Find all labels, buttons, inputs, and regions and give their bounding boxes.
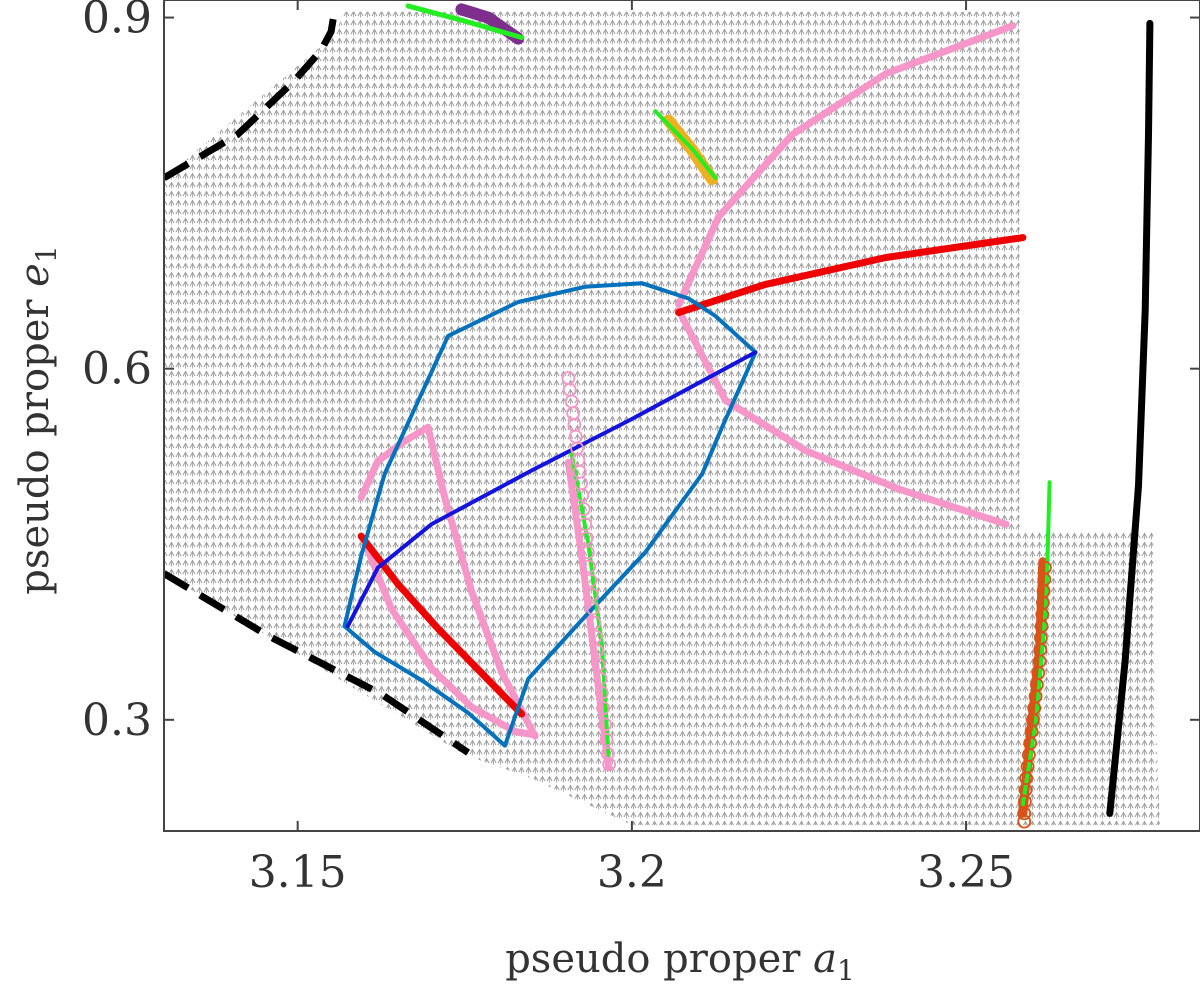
series-line-0 xyxy=(164,11,338,181)
marker-0-point-17 xyxy=(584,587,599,602)
y-axis-label: pseudo proper e1 xyxy=(12,245,63,594)
marker-0-point-21 xyxy=(590,643,604,658)
series-line-3 xyxy=(675,22,1017,308)
tick-layer: 3.15 3.2 3.25 0.3 0.6 0.9 xyxy=(82,0,1200,898)
marker-0-point-24 xyxy=(594,686,609,700)
series-line-8 xyxy=(675,234,1027,316)
marker-0-point-10 xyxy=(575,488,590,503)
series-line-1 xyxy=(164,570,471,756)
series-line-11 xyxy=(345,350,758,629)
plot-area xyxy=(164,3,1160,829)
marker-1-point-22 xyxy=(1017,814,1032,829)
marker-0-point-12 xyxy=(578,517,592,532)
direction-field xyxy=(164,11,1160,826)
x-axis-label-subscript: 1 xyxy=(837,954,855,984)
marker-0-point-18 xyxy=(586,601,600,616)
marker-0-point-22 xyxy=(591,657,606,672)
marker-0-point-16 xyxy=(583,573,598,588)
marker-layer xyxy=(561,371,1052,829)
x-tick-label-0: 3.15 xyxy=(249,847,347,898)
marker-0-point-23 xyxy=(593,671,608,686)
marker-0-point-14 xyxy=(580,545,595,560)
series-layer xyxy=(164,3,1154,818)
marker-0-point-28 xyxy=(600,746,615,761)
series-line-2 xyxy=(1106,19,1154,817)
marker-1-point-21 xyxy=(1017,806,1032,821)
series-line-9 xyxy=(357,532,526,718)
marker-0-point-29 xyxy=(602,757,616,772)
marker-0-point-25 xyxy=(596,701,610,715)
series-line-15 xyxy=(405,3,525,40)
series-line-5 xyxy=(357,423,539,740)
marker-0-point-20 xyxy=(588,629,603,644)
series-line-4 xyxy=(675,306,1010,528)
marker-0-point-13 xyxy=(579,531,594,546)
marker-0-point-27 xyxy=(599,732,614,747)
x-axis-label-prefix: pseudo proper xyxy=(505,936,813,982)
x-tick-label-2: 3.25 xyxy=(917,847,1015,898)
marker-0-point-26 xyxy=(598,717,612,732)
marker-0-point-11 xyxy=(576,502,591,517)
y-tick-label-0: 0.3 xyxy=(82,695,152,746)
series-line-16 xyxy=(653,109,718,180)
series-line-17 xyxy=(569,452,611,757)
y-axis-label-subscript: 1 xyxy=(30,245,63,263)
axes-box xyxy=(163,0,1200,832)
marker-0-point-19 xyxy=(587,615,602,630)
y-axis-label-prefix: pseudo proper xyxy=(12,287,58,595)
y-axis-label-variable: e xyxy=(12,263,58,287)
marker-0-point-15 xyxy=(582,559,596,574)
y-tick-label-2: 0.9 xyxy=(82,0,152,44)
x-axis-label: pseudo proper a1 xyxy=(505,936,855,984)
y-tick-label-1: 0.6 xyxy=(82,344,152,395)
series-line-10 xyxy=(342,281,758,748)
series-line-6 xyxy=(364,546,539,739)
x-axis-label-variable: a xyxy=(813,936,837,982)
series-line-18 xyxy=(1020,480,1052,807)
x-tick-label-1: 3.2 xyxy=(597,847,667,898)
